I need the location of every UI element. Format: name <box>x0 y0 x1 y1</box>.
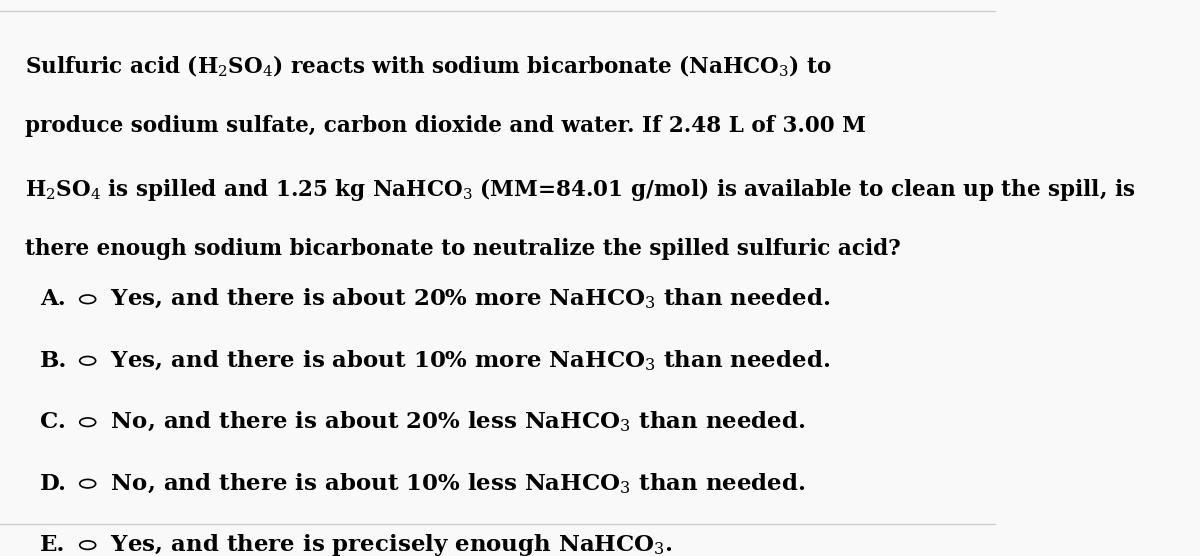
Text: No, and there is about 10% less NaHCO$_3$ than needed.: No, and there is about 10% less NaHCO$_3… <box>103 471 805 496</box>
Text: A.: A. <box>40 288 66 310</box>
Text: Sulfuric acid (H$_2$SO$_4$) reacts with sodium bicarbonate (NaHCO$_3$) to: Sulfuric acid (H$_2$SO$_4$) reacts with … <box>25 53 832 78</box>
Text: C.: C. <box>40 411 66 433</box>
Text: there enough sodium bicarbonate to neutralize the spilled sulfuric acid?: there enough sodium bicarbonate to neutr… <box>25 238 901 260</box>
Text: Yes, and there is about 20% more NaHCO$_3$ than needed.: Yes, and there is about 20% more NaHCO$_… <box>103 287 829 311</box>
Text: D.: D. <box>40 473 67 495</box>
Text: No, and there is about 20% less NaHCO$_3$ than needed.: No, and there is about 20% less NaHCO$_3… <box>103 410 805 434</box>
Text: Yes, and there is precisely enough NaHCO$_3$.: Yes, and there is precisely enough NaHCO… <box>103 532 672 556</box>
Text: H$_2$SO$_4$ is spilled and 1.25 kg NaHCO$_3$ (MM=84.01 g/mol) is available to cl: H$_2$SO$_4$ is spilled and 1.25 kg NaHCO… <box>25 176 1135 203</box>
Text: B.: B. <box>40 350 67 372</box>
Text: produce sodium sulfate, carbon dioxide and water. If 2.48 L of 3.00 M: produce sodium sulfate, carbon dioxide a… <box>25 115 865 137</box>
Text: Yes, and there is about 10% more NaHCO$_3$ than needed.: Yes, and there is about 10% more NaHCO$_… <box>103 349 829 373</box>
Text: E.: E. <box>40 534 65 556</box>
